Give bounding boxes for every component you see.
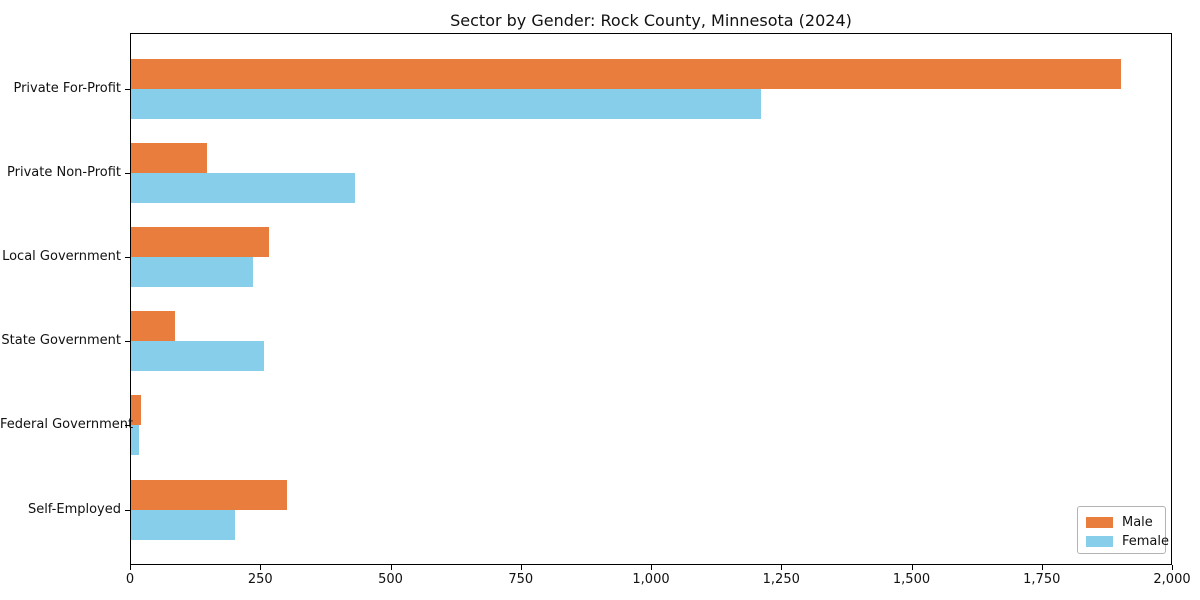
bar-female-local-government — [131, 256, 253, 287]
legend-item-male: Male — [1086, 513, 1157, 531]
legend-label-female: Female — [1122, 533, 1170, 549]
legend: Male Female — [1077, 506, 1169, 554]
y-axis-tick-mark — [125, 89, 130, 90]
x-axis-tick-mark — [651, 565, 652, 570]
legend-swatch-male — [1086, 516, 1113, 528]
legend-item-female: Female — [1086, 532, 1169, 550]
x-axis-tick-label: 750 — [508, 572, 534, 587]
bar-male-state-government — [131, 311, 175, 342]
y-axis-category-label: State Government — [1, 333, 121, 349]
x-axis-tick-label: 1,750 — [1023, 572, 1061, 587]
x-axis-tick-label: 0 — [125, 572, 135, 587]
y-axis-category-label: Private Non-Profit — [7, 164, 121, 180]
bar-male-self-employed — [131, 479, 287, 510]
legend-swatch-female — [1086, 535, 1113, 547]
x-axis-tick-mark — [912, 565, 913, 570]
legend-label-male: Male — [1122, 514, 1153, 530]
x-axis-tick-mark — [391, 565, 392, 570]
bar-female-self-employed — [131, 509, 235, 540]
bar-female-private-for-profit — [131, 88, 761, 119]
x-axis-tick-mark — [130, 565, 131, 570]
x-axis-tick-label: 1,500 — [892, 572, 931, 587]
bar-male-local-government — [131, 226, 269, 257]
bar-female-private-non-profit — [131, 172, 355, 203]
y-axis-category-label: Self-Employed — [27, 501, 121, 517]
bar-female-state-government — [131, 341, 264, 372]
bar-male-private-non-profit — [131, 142, 207, 173]
y-axis-tick-mark — [125, 257, 130, 258]
x-axis-tick-mark — [260, 565, 261, 570]
x-axis-tick-label: 1,000 — [632, 572, 670, 587]
y-axis-tick-mark — [125, 341, 130, 342]
y-axis-tick-mark — [125, 425, 130, 426]
y-axis-tick-mark — [125, 173, 130, 174]
x-axis-tick-mark — [781, 565, 782, 570]
bar-female-federal-government — [131, 425, 139, 456]
y-axis-category-label: Local Government — [2, 248, 121, 264]
bar-male-federal-government — [131, 395, 141, 426]
y-axis-tick-mark — [125, 510, 130, 511]
x-axis-tick-label: 1,250 — [762, 572, 800, 587]
x-axis-tick-label: 250 — [247, 572, 273, 587]
x-axis-tick-label: 500 — [378, 572, 403, 587]
x-axis-tick-mark — [1172, 565, 1173, 570]
x-axis-tick-mark — [1042, 565, 1043, 570]
plot-area — [130, 33, 1172, 565]
y-axis-category-label: Federal Government — [0, 417, 134, 433]
bar-male-private-for-profit — [131, 58, 1121, 89]
y-axis-category-label: Private For-Profit — [13, 80, 121, 96]
x-axis-tick-mark — [521, 565, 522, 570]
chart-title: Sector by Gender: Rock County, Minnesota… — [450, 11, 852, 30]
x-axis-tick-label: 2,000 — [1153, 572, 1191, 587]
